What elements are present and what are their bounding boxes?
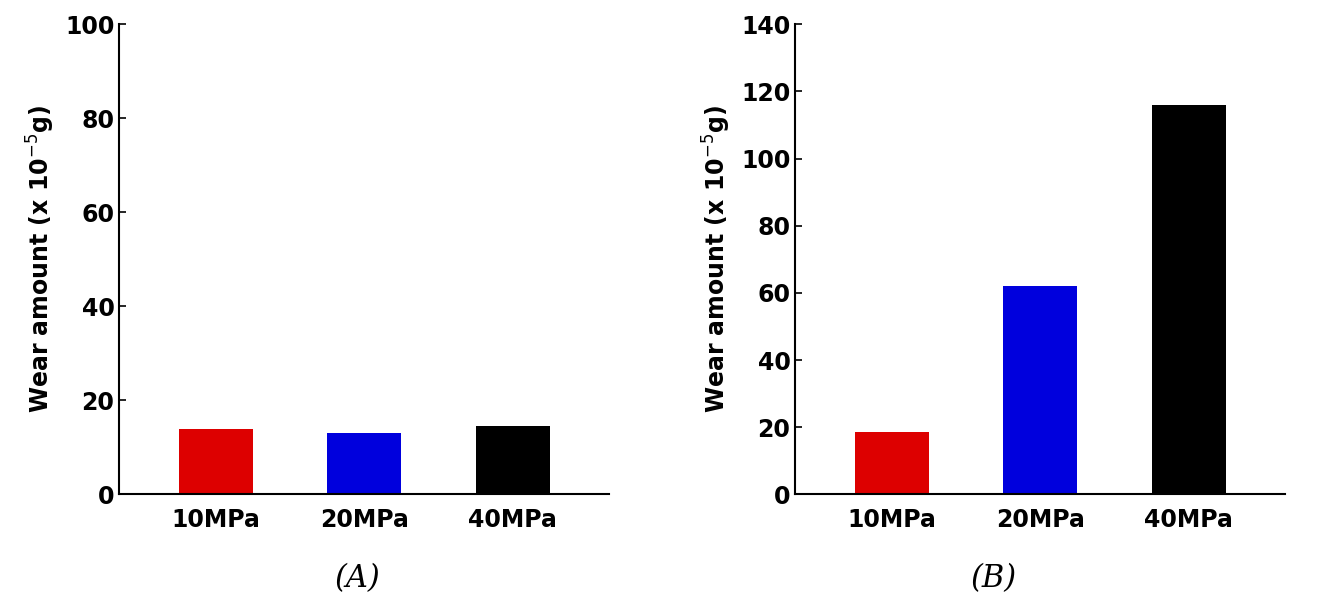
Bar [1151,105,1226,494]
Bar [855,432,929,494]
Bar [476,426,550,494]
Bar [327,434,401,494]
Text: (A): (A) [335,563,380,595]
Bar [1003,286,1077,494]
Y-axis label: Wear amount (x 10$^{-5}$g): Wear amount (x 10$^{-5}$g) [701,106,733,413]
Bar [179,429,253,494]
Text: (B): (B) [971,563,1016,595]
Y-axis label: Wear amount (x 10$^{-5}$g): Wear amount (x 10$^{-5}$g) [24,106,57,413]
